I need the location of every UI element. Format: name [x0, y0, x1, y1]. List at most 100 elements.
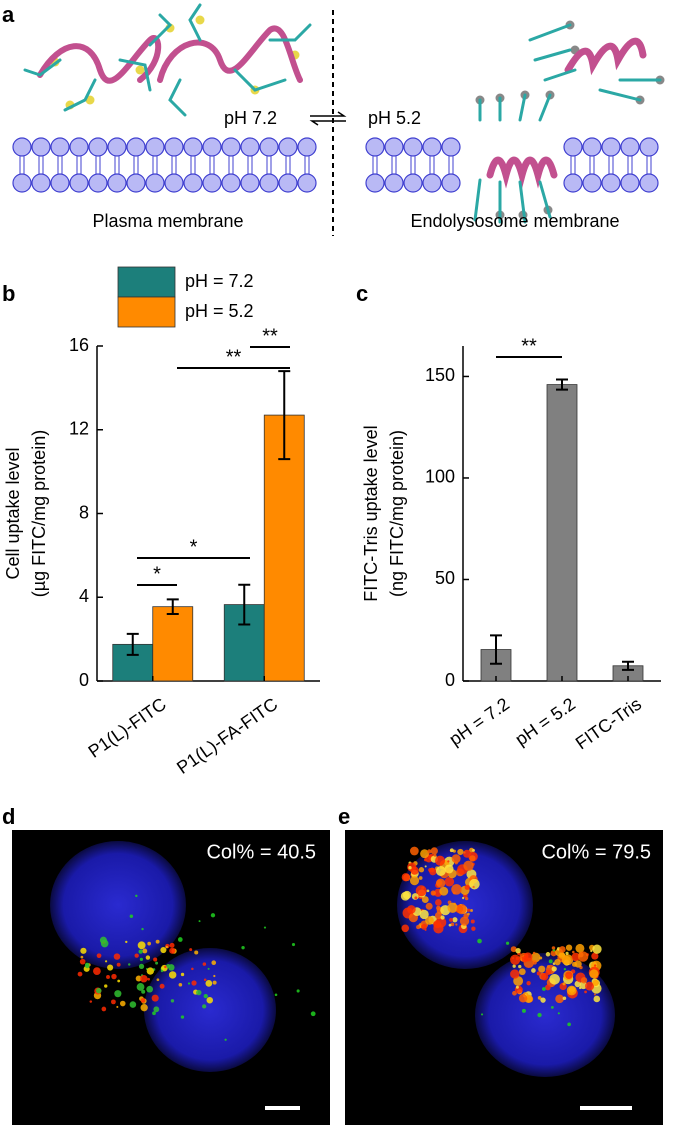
dot [549, 973, 560, 985]
dot [423, 858, 428, 862]
lipid-head [126, 137, 146, 157]
dot [104, 984, 108, 988]
dot [137, 941, 146, 950]
lipid-head [88, 173, 108, 193]
dot [79, 958, 86, 965]
lipid-head [202, 137, 222, 157]
lipid-tail [589, 156, 595, 174]
dot [450, 922, 455, 927]
dot [138, 963, 145, 970]
dot [141, 927, 144, 931]
lipid-tail [247, 156, 253, 174]
dot [434, 912, 443, 920]
dot [563, 967, 567, 971]
lipid-head [126, 173, 146, 193]
lipid-tail [114, 156, 120, 174]
dot [178, 982, 183, 987]
lipid-head [164, 173, 184, 193]
dot [414, 896, 418, 900]
dot [241, 945, 245, 950]
dot [565, 951, 569, 955]
ph-label: pH 5.2 [368, 108, 421, 128]
lipid-head [384, 137, 404, 157]
dot [145, 955, 151, 960]
dot [127, 963, 131, 966]
dot [510, 969, 520, 979]
dot [296, 989, 300, 993]
error-bar [556, 378, 568, 391]
lipid-tail [171, 156, 177, 174]
lipid-head [259, 173, 279, 193]
dot [526, 981, 531, 986]
dot [116, 1005, 119, 1008]
dot [401, 924, 410, 933]
dot [420, 849, 430, 859]
dot [206, 996, 214, 1004]
dot [562, 996, 567, 1001]
dot [466, 908, 471, 912]
dot [551, 966, 557, 972]
lipid-head [620, 137, 640, 157]
dot [518, 968, 526, 976]
dot [151, 994, 159, 1002]
dot [147, 977, 151, 981]
legend-swatch [117, 266, 176, 298]
dot [135, 975, 142, 982]
dot [203, 978, 207, 982]
dot [89, 1000, 93, 1003]
lipid-head [297, 173, 317, 193]
dot [140, 1004, 148, 1012]
dot [463, 860, 474, 871]
y-tick-label: 4 [79, 586, 89, 606]
dot [580, 977, 588, 984]
dot [532, 960, 537, 965]
dot [531, 968, 536, 973]
y-axis-label: Cell uptake level [3, 447, 23, 579]
dot [515, 985, 519, 989]
dot [180, 1015, 185, 1019]
dot [562, 982, 566, 986]
lipid-head [221, 137, 241, 157]
lipid-tail [133, 156, 139, 174]
dot [433, 853, 437, 857]
fluorescence-dots [77, 846, 602, 1041]
dot [557, 1012, 560, 1015]
lipid-tail [266, 156, 272, 174]
dot [274, 993, 278, 997]
dot [202, 1004, 207, 1009]
dot [166, 964, 171, 968]
bar [152, 606, 194, 682]
dot [408, 866, 412, 870]
dot [135, 894, 138, 898]
dot [129, 914, 134, 918]
dot [536, 971, 541, 976]
y-axis-label: (ng FITC/mg protein) [387, 430, 407, 597]
dot [116, 962, 121, 967]
dot [472, 885, 475, 889]
dot [146, 985, 154, 993]
dot [113, 953, 121, 960]
dot [552, 949, 556, 952]
dot [85, 962, 90, 967]
dot [177, 937, 183, 942]
y-tick-label: 8 [79, 502, 89, 522]
lipid-head [107, 173, 127, 193]
dot [160, 969, 164, 973]
dot [510, 954, 521, 965]
dot [159, 983, 165, 989]
dot [545, 984, 551, 991]
y-tick-label: 0 [79, 670, 89, 690]
dot [104, 960, 108, 963]
dot [416, 925, 421, 930]
dot [440, 915, 445, 920]
dot [427, 849, 432, 854]
dot [147, 941, 152, 946]
dot [194, 950, 199, 955]
dot [129, 1001, 137, 1008]
dot [187, 982, 191, 985]
dot [593, 995, 601, 1003]
dot [119, 1000, 126, 1007]
dot [152, 1011, 156, 1016]
dot [470, 909, 473, 912]
lipid-head [145, 137, 165, 157]
